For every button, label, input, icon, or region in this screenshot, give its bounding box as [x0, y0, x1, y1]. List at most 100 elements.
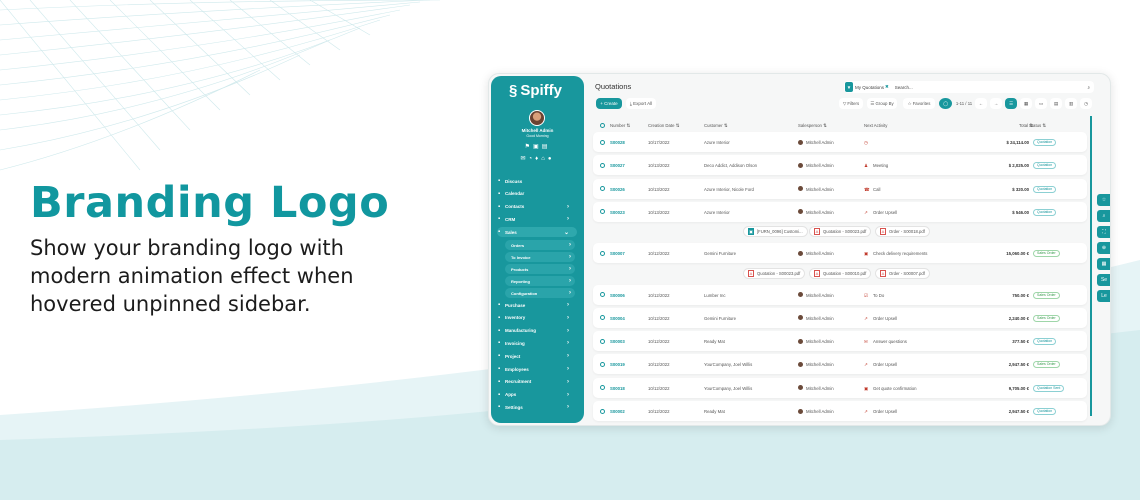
- sidebar-item-project[interactable]: ▪ Project ›: [497, 351, 577, 361]
- scrollbar[interactable]: [1090, 116, 1092, 416]
- sidebar-subitem-reporting[interactable]: Reporting ›: [505, 276, 575, 286]
- sidebar-item-contacts[interactable]: ▪ Contacts ›: [497, 202, 577, 212]
- card-icon[interactable]: ▤: [541, 144, 551, 150]
- table-row[interactable]: S00026 10/13/2022 Azure Interior, Nicole F…: [593, 178, 1087, 199]
- kanban-view-button[interactable]: ▦: [1020, 98, 1032, 109]
- sidebar-item-employees[interactable]: ▪ Employees ›: [497, 364, 577, 374]
- order-number[interactable]: S00003: [610, 339, 625, 345]
- activity-icon[interactable]: ◔: [528, 156, 536, 162]
- table-row[interactable]: S00023 10/13/2022 Azure Interior Mitchell A…: [593, 201, 1087, 222]
- order-number[interactable]: S00002: [610, 409, 625, 414]
- calendar-icon[interactable]: ▣: [864, 251, 869, 257]
- row-checkbox[interactable]: [600, 408, 605, 414]
- trend-icon[interactable]: ↗: [864, 315, 868, 321]
- row-checkbox[interactable]: [600, 139, 605, 145]
- chat-icon[interactable]: ✉: [520, 156, 529, 162]
- avatar[interactable]: [529, 110, 545, 126]
- table-row[interactable]: S00003 10/12/2022 Ready Mat Mitchell Admin ✉…: [593, 331, 1087, 352]
- table-row[interactable]: S00006 10/12/2022 Lumber Inc Mitchell Admin…: [593, 284, 1087, 305]
- meeting-icon[interactable]: ♟: [864, 163, 868, 169]
- filters-button[interactable]: ▽ Filters: [839, 98, 863, 109]
- attachment-chip[interactable]: A Quotation - S00023.pdf: [809, 226, 872, 238]
- table-row[interactable]: S00027 10/13/2022 Deco Addict, Addison Ols…: [593, 155, 1087, 176]
- brand-logo[interactable]: § Spiffy: [509, 82, 562, 99]
- column-header-status[interactable]: Status ⇅: [1029, 123, 1046, 129]
- sidebar-item-purchase[interactable]: ▪ Purchase ›: [497, 300, 577, 310]
- sidebar-item-recruitment[interactable]: ▪ Recruitment ›: [497, 377, 577, 387]
- sidebar-item-apps[interactable]: ▪ Apps ›: [497, 390, 577, 400]
- row-checkbox[interactable]: [600, 186, 605, 192]
- select-all-checkbox[interactable]: [600, 123, 605, 128]
- order-number[interactable]: S00004: [610, 315, 625, 321]
- bulb-icon[interactable]: ●: [547, 156, 555, 162]
- sidebar-item-settings[interactable]: ▪ Settings ›: [497, 402, 577, 412]
- order-number[interactable]: S00007: [610, 251, 625, 257]
- table-row[interactable]: S00004 10/12/2022 Gemini Furniture Mitchell…: [593, 307, 1087, 328]
- refresh-button[interactable]: ◯: [939, 98, 952, 109]
- group-by-button[interactable]: ☰ Group By: [867, 98, 897, 109]
- float-button-3[interactable]: ⊕: [1097, 242, 1110, 254]
- row-checkbox[interactable]: [600, 385, 605, 391]
- export-all-button[interactable]: ⤓ Export All: [626, 98, 656, 109]
- order-number[interactable]: S00028: [610, 140, 625, 145]
- sidebar-item-calendar[interactable]: ▪ Calendar: [497, 189, 577, 199]
- calendar-view-button[interactable]: ▭: [1035, 98, 1047, 109]
- table-row[interactable]: S00028 10/17/2022 Azure Interior Mitchell A…: [593, 132, 1087, 152]
- search-icon[interactable]: ⌕: [1087, 84, 1090, 90]
- float-button-2[interactable]: ⛶: [1097, 226, 1110, 238]
- create-button[interactable]: + Create: [596, 98, 622, 109]
- order-number[interactable]: S00019: [610, 362, 625, 368]
- order-number[interactable]: S00026: [610, 186, 625, 192]
- row-checkbox[interactable]: [600, 315, 605, 321]
- row-checkbox[interactable]: [600, 209, 605, 215]
- pivot-view-button[interactable]: ▤: [1050, 98, 1062, 109]
- float-button-4[interactable]: ▦: [1097, 258, 1110, 270]
- attachment-chip[interactable]: ▣ [FURN_0096] Customi...: [743, 226, 808, 238]
- todo-icon[interactable]: ☑: [864, 292, 868, 298]
- sidebar-subitem-orders[interactable]: Orders ›: [505, 240, 575, 250]
- sidebar-item-discuss[interactable]: ▪ Discuss: [497, 176, 577, 186]
- attachment-chip[interactable]: A Order - S00018.pdf: [875, 226, 930, 238]
- order-number[interactable]: S00006: [610, 292, 625, 298]
- float-button-5[interactable]: Se: [1097, 274, 1110, 286]
- facet-remove-icon[interactable]: ✖: [885, 84, 889, 89]
- column-header-number[interactable]: Number ⇅: [610, 123, 630, 129]
- order-number[interactable]: S00023: [610, 209, 625, 215]
- row-checkbox[interactable]: [600, 162, 605, 168]
- float-button-6[interactable]: Le: [1097, 290, 1110, 302]
- float-button-0[interactable]: ☆: [1097, 194, 1110, 206]
- sidebar-item-inventory[interactable]: ▪ Inventory ›: [497, 313, 577, 323]
- row-checkbox[interactable]: [600, 250, 605, 256]
- row-checkbox[interactable]: [600, 338, 605, 344]
- table-row[interactable]: S00019 10/12/2022 YourCompany, Joel Willis…: [593, 354, 1087, 375]
- column-header-creation-date[interactable]: Creation Date ⇅: [648, 123, 679, 129]
- favorites-button[interactable]: ☆ Favorites: [903, 98, 935, 109]
- column-header-salesperson[interactable]: Salesperson ⇅: [798, 123, 827, 129]
- trend-icon[interactable]: ↗: [864, 362, 868, 368]
- column-header-total[interactable]: Total ⇅: [1019, 123, 1033, 129]
- trend-icon[interactable]: ↗: [864, 209, 868, 215]
- column-header-next-activity[interactable]: Next Activity: [864, 123, 887, 128]
- list-view-button[interactable]: ☰: [1005, 98, 1017, 109]
- sidebar-item-manufacturing[interactable]: ▪ Manufacturing ›: [497, 326, 577, 336]
- search-input[interactable]: Search...: [894, 84, 913, 90]
- attachment-chip[interactable]: A Quotation - S00010.pdf: [809, 267, 872, 279]
- calendar-icon[interactable]: ▣: [864, 385, 869, 391]
- order-number[interactable]: S00027: [610, 163, 625, 169]
- attachment-chip[interactable]: A Order - S00007.pdf: [875, 267, 930, 279]
- search-bar[interactable]: ▼ My Quotations ✖ Search... ⌕: [844, 81, 1094, 93]
- clock-icon[interactable]: ◷: [864, 140, 868, 145]
- table-row[interactable]: S00007 10/12/2022 Gemini Furniture Mitchell…: [593, 243, 1087, 264]
- table-row[interactable]: S00002 10/12/2022 Ready Mat Mitchell Admin ↗…: [593, 401, 1087, 421]
- next-page-button[interactable]: →: [990, 98, 1002, 109]
- mail-icon[interactable]: ✉: [864, 339, 868, 345]
- row-checkbox[interactable]: [600, 361, 605, 367]
- attachment-chip[interactable]: A Quotation - S00023.pdf: [743, 267, 806, 279]
- column-header-customer[interactable]: Customer ⇅: [704, 123, 727, 129]
- sidebar-item-invoicing[interactable]: ▪ Invoicing ›: [497, 338, 577, 348]
- table-row[interactable]: S00018 10/12/2022 YourCompany, Joel Willis…: [593, 377, 1087, 398]
- sidebar-item-crm[interactable]: ▪ CRM ›: [497, 214, 577, 224]
- trend-icon[interactable]: ↗: [864, 409, 868, 414]
- prev-page-button[interactable]: ←: [975, 98, 987, 109]
- order-number[interactable]: S00018: [610, 385, 625, 391]
